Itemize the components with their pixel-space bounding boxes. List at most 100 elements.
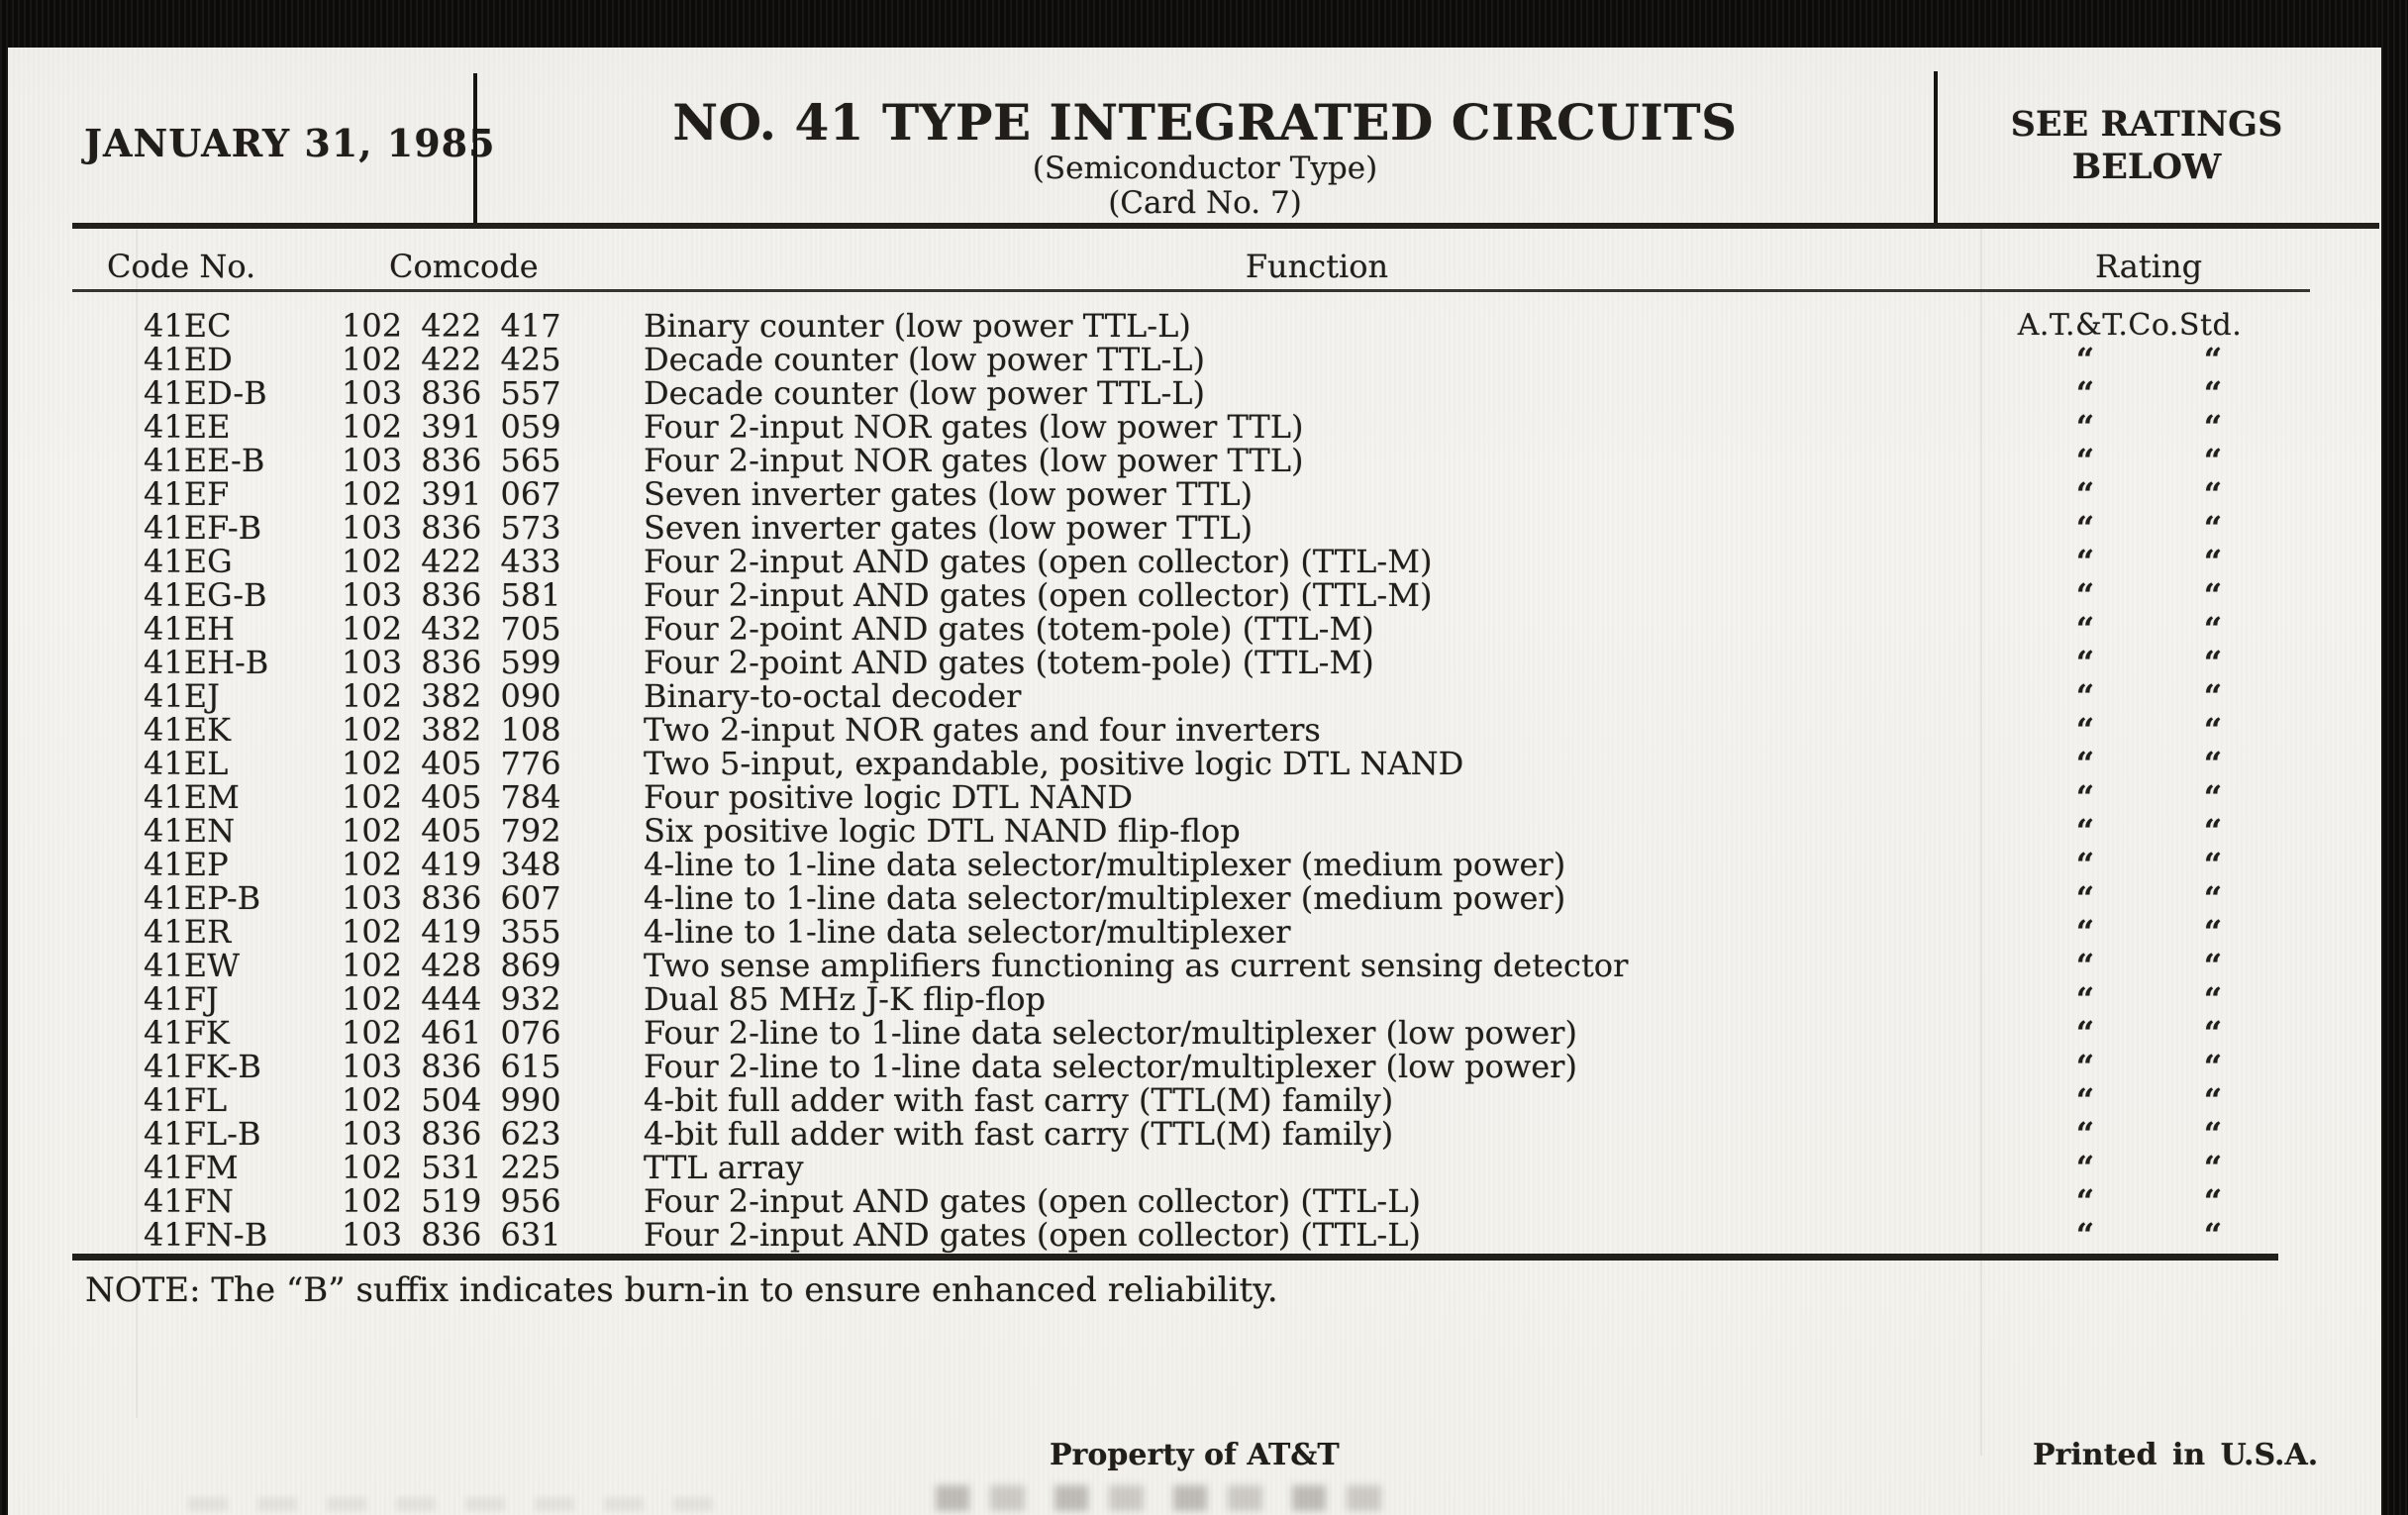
scan-border-top xyxy=(0,0,2408,48)
rating-ditto-mark: “ xyxy=(2203,980,2223,1018)
rating-ditto-mark: “ xyxy=(2203,543,2223,580)
table-row: 41FL-B 103 836 623 4-bit full adder with… xyxy=(0,1117,2408,1151)
function-cell: Four 2-input AND gates (open collector) … xyxy=(644,1182,1421,1220)
function-cell: Four 2-point AND gates (totem-pole) (TTL… xyxy=(644,644,1374,681)
see-ratings-line2: BELOW xyxy=(2071,147,2222,187)
function-cell: Decade counter (low power TTL-L) xyxy=(644,341,1206,378)
see-ratings-line1: SEE RATINGS xyxy=(2010,104,2283,145)
column-header-comcode: Comcode xyxy=(389,248,539,285)
scan-crease-right xyxy=(1980,228,1982,1456)
code-cell: 41EG xyxy=(144,543,233,580)
rating-ditto-mark: “ xyxy=(2203,1149,2223,1186)
column-header-rule xyxy=(72,289,2310,292)
comcode-cell: 102 428 869 xyxy=(342,947,561,984)
function-cell: Four 2-input NOR gates (low power TTL) xyxy=(644,442,1304,479)
rating-ditto-mark: “ xyxy=(2203,778,2223,816)
rating-ditto-mark: “ xyxy=(2075,374,2095,412)
code-cell: 41EP-B xyxy=(144,879,261,917)
rating-ditto-mark: “ xyxy=(2203,610,2223,648)
function-cell: Four 2-input AND gates (open collector) … xyxy=(644,543,1433,580)
rating-ditto-mark: “ xyxy=(2075,711,2095,749)
code-cell: 41EC xyxy=(144,307,232,345)
function-cell: 4-line to 1-line data selector/multiplex… xyxy=(644,846,1566,883)
comcode-cell: 102 405 792 xyxy=(342,812,561,850)
rating-ditto-mark: “ xyxy=(2075,745,2095,782)
rating-ditto-mark: “ xyxy=(2203,442,2223,479)
code-cell: 41ED xyxy=(144,341,233,378)
rating-ditto-mark: “ xyxy=(2075,913,2095,951)
table-bottom-rule xyxy=(72,1254,2278,1261)
comcode-cell: 102 419 355 xyxy=(342,913,561,951)
code-cell: 41EM xyxy=(144,778,240,816)
scan-border-right xyxy=(2381,0,2408,1515)
code-cell: 41EL xyxy=(144,745,229,782)
code-cell: 41EP xyxy=(144,846,229,883)
table-row: 41EK 102 382 108 Two 2-input NOR gates a… xyxy=(0,713,2408,747)
rating-ditto-mark: “ xyxy=(2075,543,2095,580)
rating-ditto-mark: “ xyxy=(2075,846,2095,883)
property-line: Property of AT&T xyxy=(1050,1438,1340,1472)
title-block: NO. 41 TYPE INTEGRATED CIRCUITS (Semicon… xyxy=(477,94,1933,221)
code-cell: 41EH xyxy=(144,610,235,648)
rating-ditto-mark: “ xyxy=(2203,341,2223,378)
table-row: 41EF 102 391 067 Seven inverter gates (l… xyxy=(0,477,2408,511)
function-cell: Four positive logic DTL NAND xyxy=(644,778,1133,816)
code-cell: 41EK xyxy=(144,711,231,749)
function-cell: 4-line to 1-line data selector/multiplex… xyxy=(644,913,1291,951)
table-row: 41EW 102 428 869 Two sense amplifiers fu… xyxy=(0,949,2408,982)
rating-ditto-mark: “ xyxy=(2075,1081,2095,1119)
table-row: 41FL 102 504 990 4-bit full adder with f… xyxy=(0,1083,2408,1117)
comcode-cell: 102 405 784 xyxy=(342,778,561,816)
rating-ditto-mark: “ xyxy=(2203,745,2223,782)
table-row: 41EE 102 391 059 Four 2-input NOR gates … xyxy=(0,410,2408,444)
function-cell: Two 2-input NOR gates and four inverters xyxy=(644,711,1321,749)
function-cell: Four 2-line to 1-line data selector/mult… xyxy=(644,1048,1577,1085)
comcode-cell: 102 422 433 xyxy=(342,543,561,580)
function-cell: Four 2-input AND gates (open collector) … xyxy=(644,1216,1421,1254)
table-row: 41EE-B 103 836 565 Four 2-input NOR gate… xyxy=(0,444,2408,477)
table-row: 41FM 102 531 225 TTL array “ “ xyxy=(0,1151,2408,1184)
table-row: 41EN 102 405 792 Six positive logic DTL … xyxy=(0,814,2408,848)
code-cell: 41FL-B xyxy=(144,1115,261,1153)
function-cell: Four 2-point AND gates (totem-pole) (TTL… xyxy=(644,610,1374,648)
function-cell: Four 2-input AND gates (open collector) … xyxy=(644,576,1433,614)
comcode-cell: 102 391 059 xyxy=(342,408,561,446)
page-title: NO. 41 TYPE INTEGRATED CIRCUITS xyxy=(672,93,1738,152)
table-row: 41EG-B 103 836 581 Four 2-input AND gate… xyxy=(0,578,2408,612)
column-header-function: Function xyxy=(1245,248,1389,285)
paper-sheet xyxy=(8,48,2381,1515)
comcode-cell: 103 836 565 xyxy=(342,442,561,479)
comcode-cell: 103 836 631 xyxy=(342,1216,561,1254)
rating-ditto-mark: “ xyxy=(2203,1048,2223,1085)
code-cell: 41EN xyxy=(144,812,236,850)
rating-ditto-mark: “ xyxy=(2075,576,2095,614)
comcode-cell: 103 836 607 xyxy=(342,879,561,917)
document-date: JANUARY 31, 1985 xyxy=(84,121,496,165)
comcode-cell: 102 382 090 xyxy=(342,677,561,715)
code-cell: 41FM xyxy=(144,1149,239,1186)
code-cell: 41FJ xyxy=(144,980,219,1018)
rating-ditto-mark: “ xyxy=(2203,408,2223,446)
rating-ditto-mark: “ xyxy=(2203,1014,2223,1052)
comcode-cell: 103 836 623 xyxy=(342,1115,561,1153)
comcode-cell: 103 836 615 xyxy=(342,1048,561,1085)
comcode-cell: 102 432 705 xyxy=(342,610,561,648)
rating-ditto-mark: “ xyxy=(2203,677,2223,715)
subtitle-semiconductor-type: (Semiconductor Type) xyxy=(1032,151,1378,186)
function-cell: Four 2-input NOR gates (low power TTL) xyxy=(644,408,1304,446)
rating-ditto-mark: “ xyxy=(2075,947,2095,984)
rating-ditto-mark: “ xyxy=(2203,879,2223,917)
code-cell: 41EW xyxy=(144,947,240,984)
function-cell: 4-bit full adder with fast carry (TTL(M)… xyxy=(644,1115,1394,1153)
function-cell: 4-line to 1-line data selector/multiplex… xyxy=(644,879,1566,917)
function-cell: Six positive logic DTL NAND flip-flop xyxy=(644,812,1241,850)
function-cell: Decade counter (low power TTL-L) xyxy=(644,374,1206,412)
rating-ditto-mark: “ xyxy=(2203,913,2223,951)
table-body: 41EC 102 422 417 Binary counter (low pow… xyxy=(0,307,2408,1254)
printed-line: Printed in U.S.A. xyxy=(2033,1438,2319,1472)
scan-smudge xyxy=(936,1485,1411,1511)
table-row: 41FJ 102 444 932 Dual 85 MHz J-K flip-fl… xyxy=(0,982,2408,1016)
rating-ditto-mark: “ xyxy=(2203,644,2223,681)
rating-ditto-mark: “ xyxy=(2075,879,2095,917)
comcode-cell: 102 531 225 xyxy=(342,1149,561,1186)
